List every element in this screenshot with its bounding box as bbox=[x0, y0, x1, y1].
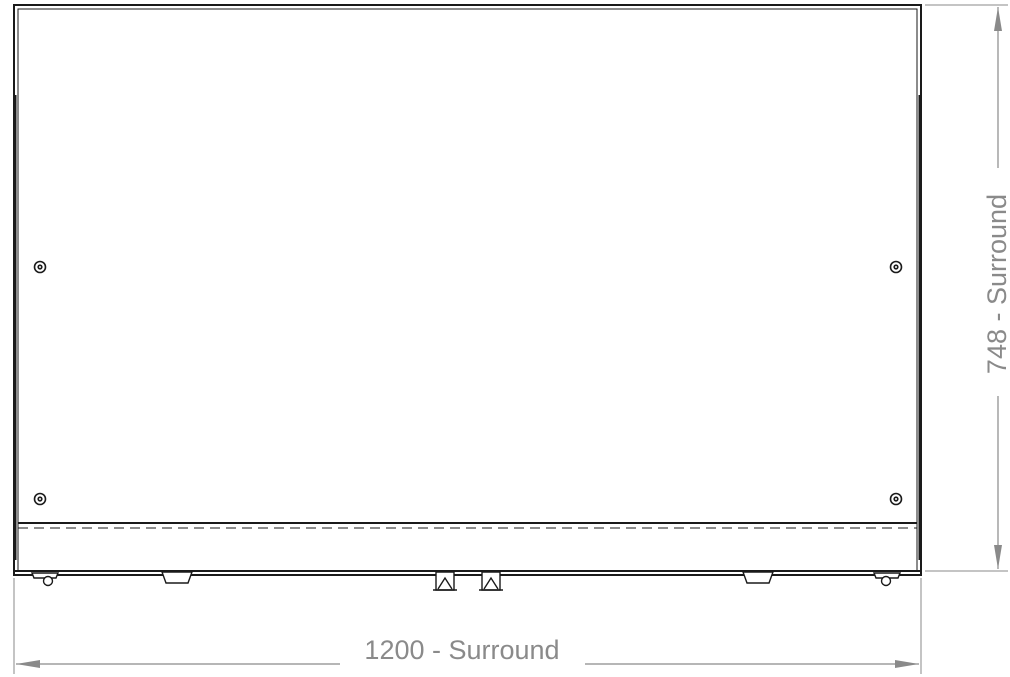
bracket-left bbox=[161, 571, 193, 584]
outer-frame bbox=[13, 4, 922, 576]
bracket-right bbox=[742, 571, 774, 584]
inner-frame bbox=[17, 8, 918, 572]
width-dimension: 1200 - Surround bbox=[13, 578, 922, 674]
arrowhead-left bbox=[16, 660, 40, 668]
cabinet-outline bbox=[13, 4, 922, 576]
feet bbox=[30, 571, 902, 591]
arrowhead-right bbox=[895, 660, 919, 668]
height-dimension: 748 - Surround bbox=[925, 4, 1010, 572]
screw-icon bbox=[33, 260, 47, 274]
screw-icon bbox=[33, 492, 47, 506]
screw-icon bbox=[889, 260, 903, 274]
vent-right bbox=[479, 571, 503, 591]
vent-left bbox=[433, 571, 457, 591]
height-dimension-label: 748 - Surround bbox=[982, 194, 1010, 374]
levelling-foot-left bbox=[30, 572, 60, 587]
arrowhead-top bbox=[994, 7, 1002, 31]
arrowhead-bottom bbox=[994, 545, 1002, 569]
screw-icons bbox=[33, 260, 903, 506]
screw-icon bbox=[889, 492, 903, 506]
width-dimension-label: 1200 - Surround bbox=[364, 635, 559, 665]
levelling-foot-right bbox=[872, 572, 902, 587]
